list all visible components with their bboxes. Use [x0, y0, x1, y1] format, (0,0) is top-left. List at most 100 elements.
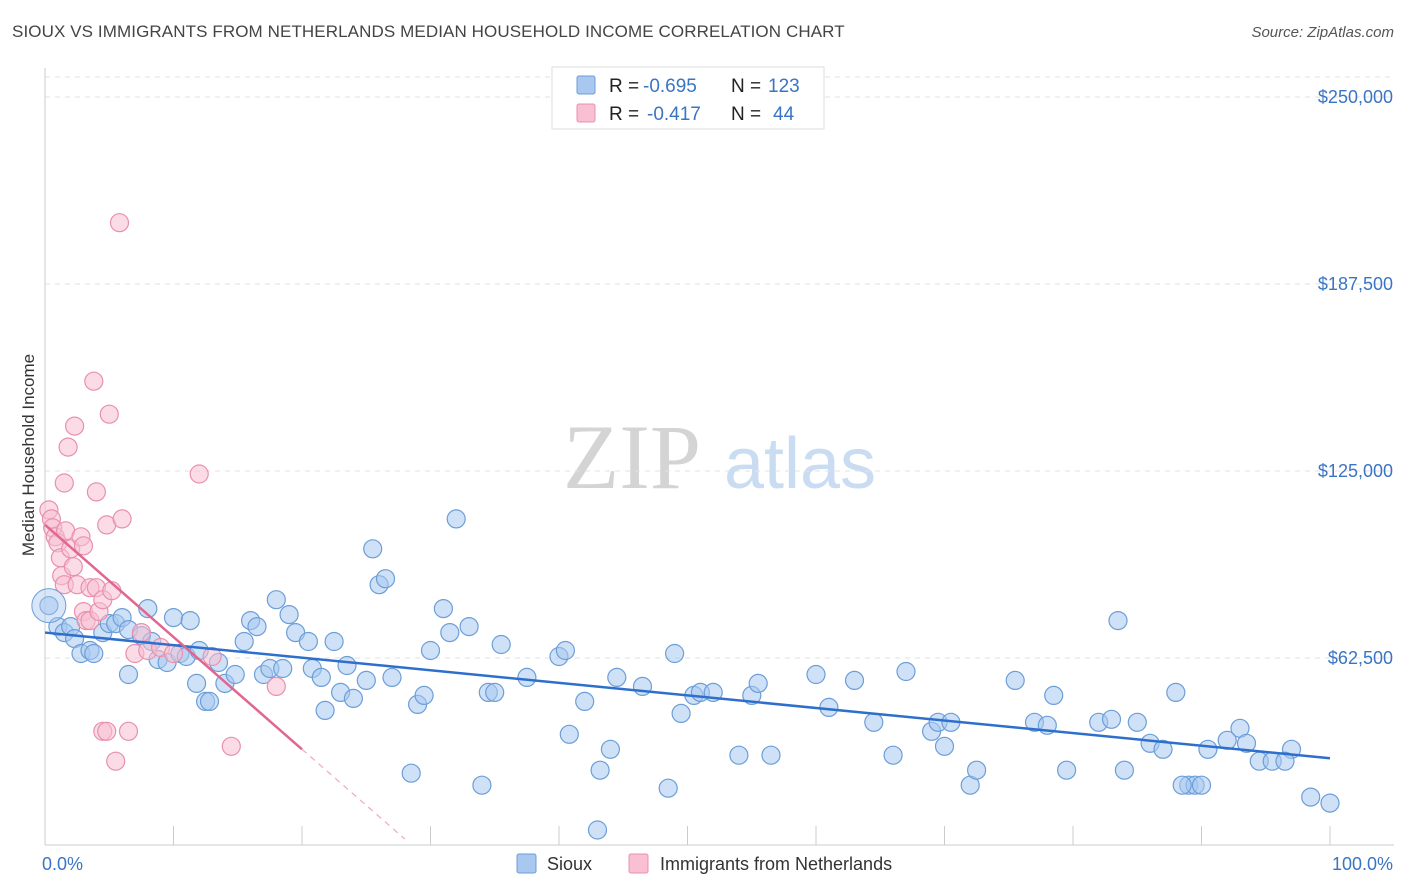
sioux-point	[433, 598, 453, 619]
netherlands-point	[97, 721, 117, 741]
sioux-point	[1275, 751, 1295, 771]
sioux-point	[864, 712, 884, 732]
chart-title: SIOUX VS IMMIGRANTS FROM NETHERLANDS MED…	[12, 22, 845, 41]
sioux-point	[311, 667, 331, 688]
sioux-point	[587, 820, 608, 840]
sioux-point	[1114, 760, 1135, 780]
series-legend-label-netherlands: Immigrants from Netherlands	[660, 854, 892, 874]
sioux-point	[163, 607, 184, 628]
legend-n-label-netherlands: N =	[731, 104, 761, 125]
sioux-point	[1153, 739, 1173, 759]
sioux-point	[472, 775, 492, 795]
sioux-point	[375, 569, 396, 589]
sioux-point	[1320, 793, 1340, 813]
legend-r-value-sioux: -0.695	[643, 76, 697, 97]
sioux-point	[363, 539, 383, 559]
netherlands-point	[266, 676, 286, 697]
legend-r-label-sioux: R =	[609, 76, 639, 97]
netherlands-point	[54, 473, 74, 493]
sioux-point	[517, 667, 537, 688]
netherlands-point	[64, 416, 85, 436]
sioux-point	[315, 700, 335, 721]
stats-legend: R = -0.695 N = 123 R = -0.417 N = 44	[551, 66, 825, 130]
sioux-point	[966, 760, 987, 780]
sioux-point	[1166, 682, 1186, 703]
watermark-zip: ZIP	[563, 406, 701, 508]
y-tick-label: $250,000	[1318, 87, 1393, 107]
sioux-point	[84, 643, 104, 664]
series-legend-swatch-netherlands	[628, 853, 649, 874]
legend-n-value-netherlands: 44	[773, 104, 795, 125]
sioux-trend-line	[44, 631, 1331, 760]
sioux-point	[225, 664, 245, 685]
sioux-point	[671, 703, 691, 724]
sioux-point	[440, 622, 460, 643]
sioux-point	[559, 724, 579, 744]
sioux-point	[844, 670, 865, 691]
netherlands-point	[189, 464, 209, 484]
sioux-point	[298, 631, 318, 652]
sioux-point	[555, 640, 576, 661]
netherlands-point	[109, 213, 130, 233]
x-tick-label-max: 100.0%	[1332, 854, 1393, 874]
netherlands-point	[63, 557, 83, 577]
sioux-point	[1044, 685, 1064, 706]
netherlands-point	[84, 371, 104, 391]
legend-n-label-sioux: N =	[731, 76, 761, 97]
x-tick-label-min: 0.0%	[42, 854, 83, 874]
netherlands-point	[221, 736, 241, 756]
sioux-point	[590, 760, 610, 780]
sioux-point	[420, 640, 441, 661]
sioux-point	[748, 673, 768, 694]
sioux-point	[491, 634, 511, 655]
series-legend-label-sioux: Sioux	[547, 854, 592, 874]
netherlands-trend-extension	[301, 748, 406, 840]
sioux-point	[199, 691, 220, 712]
sioux-point	[1108, 610, 1128, 631]
grid	[45, 76, 1394, 659]
legend-swatch-sioux	[576, 75, 596, 95]
sioux-point	[934, 736, 955, 756]
y-tick-label: $187,500	[1318, 274, 1393, 294]
sioux-point	[414, 685, 434, 706]
sioux-point	[39, 595, 59, 616]
netherlands-point	[112, 509, 132, 529]
sioux-point	[600, 739, 621, 759]
series-legend: Sioux Immigrants from Netherlands	[516, 853, 892, 874]
sioux-point	[729, 745, 749, 765]
sioux-point	[337, 655, 357, 676]
sioux-point	[234, 631, 254, 652]
sioux-point	[896, 661, 916, 682]
sioux-point	[575, 691, 595, 712]
sioux-point	[187, 673, 207, 694]
sioux-point	[180, 610, 200, 631]
netherlands-point	[106, 751, 126, 771]
sioux-point	[1005, 670, 1025, 691]
legend-r-label-netherlands: R =	[609, 104, 639, 125]
sioux-point	[343, 688, 363, 709]
axes: $62,500 $125,000 $187,500 $250,000 0.0% 100.0…	[42, 68, 1394, 874]
sioux-point	[1301, 787, 1321, 807]
netherlands-point	[202, 646, 222, 667]
legend-r-value-netherlands: -0.417	[647, 104, 701, 125]
sioux-point	[446, 509, 466, 529]
netherlands-point	[58, 437, 78, 457]
sioux-point	[1191, 775, 1212, 795]
sioux-point	[324, 631, 344, 652]
sioux-point	[247, 616, 267, 637]
series-legend-swatch-sioux	[516, 853, 537, 874]
sioux-point	[485, 682, 505, 703]
y-tick-label: $62,500	[1328, 648, 1393, 668]
netherlands-point	[163, 643, 184, 664]
sioux-point	[273, 658, 293, 679]
sioux-point	[118, 664, 139, 685]
sioux-point	[279, 604, 299, 625]
sioux-point	[1198, 739, 1218, 759]
sioux-point	[806, 664, 826, 685]
stats-legend-box	[551, 66, 825, 130]
sioux-point	[459, 616, 479, 637]
netherlands-point	[86, 482, 107, 502]
trend-lines	[44, 523, 1331, 840]
sioux-point	[138, 598, 158, 619]
netherlands-trend-line	[44, 523, 303, 751]
